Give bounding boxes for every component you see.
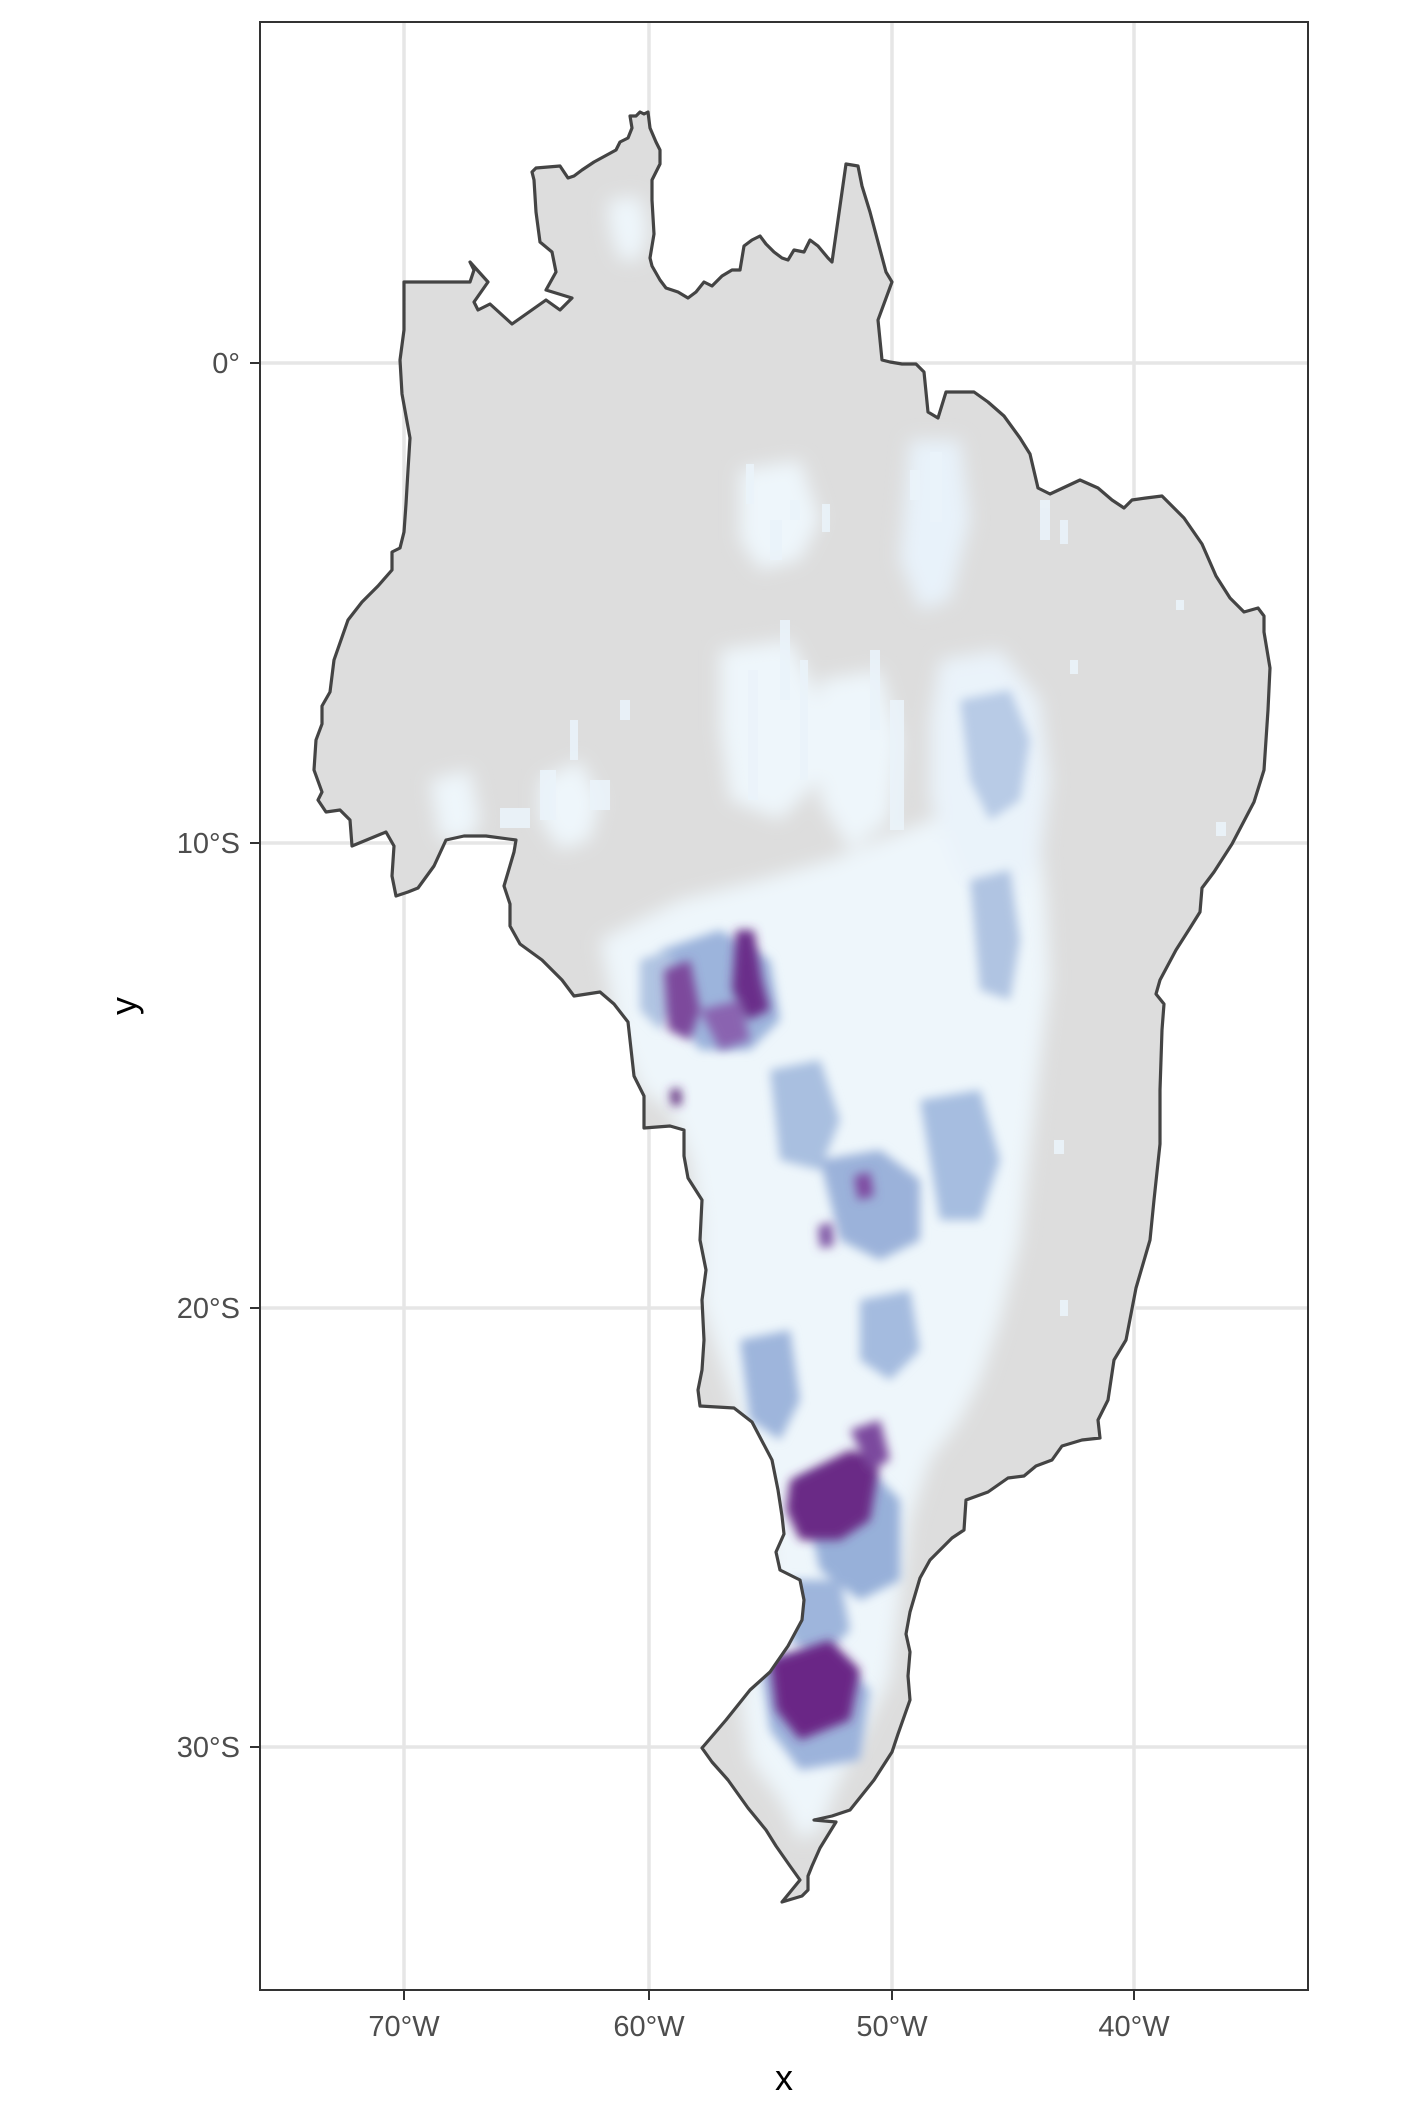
speckle — [1060, 1300, 1068, 1316]
speckle — [930, 452, 942, 522]
x-tick-label: 50°W — [856, 2011, 928, 2043]
y-tick-label: 20°S — [177, 1293, 240, 1325]
y-tick-label: 30°S — [177, 1732, 240, 1764]
raster-high-mato-grosso-3 — [700, 1000, 750, 1050]
speckle — [1054, 1140, 1064, 1154]
x-tick-label: 40°W — [1098, 2011, 1170, 2043]
speckle — [800, 660, 808, 780]
speckle — [620, 700, 630, 720]
speckle — [500, 808, 530, 828]
speckle — [1070, 660, 1078, 674]
speckle — [780, 620, 790, 700]
speckle — [746, 464, 754, 504]
speckle — [1040, 500, 1050, 540]
y-axis-ticks — [250, 362, 260, 1748]
raster-high-rio-grande — [770, 1640, 860, 1740]
speckle — [540, 770, 556, 820]
speckle — [770, 520, 782, 560]
y-axis-title: y — [103, 997, 144, 1015]
raster-high-mato-grosso-1 — [732, 930, 770, 1020]
speckle — [590, 780, 610, 810]
raster-mid-east — [960, 690, 1030, 820]
raster-mid-minas — [920, 1090, 1000, 1220]
speckle — [790, 500, 800, 520]
raster-mid-southwest — [740, 1330, 800, 1440]
speckle — [870, 650, 880, 730]
raster-mid-center-1 — [770, 1060, 840, 1170]
y-tick-label: 10°S — [177, 828, 240, 860]
brazil-boundary — [312, 110, 1272, 1904]
raster-mid-goias — [820, 1150, 920, 1260]
x-axis-labels: 70°W 60°W 50°W 40°W — [368, 2011, 1170, 2043]
raster-high-center-dot — [854, 1172, 874, 1200]
raster-high-west-dot — [670, 1088, 682, 1106]
raster-pale-far-north — [608, 196, 648, 260]
raster-high-parana-2 — [850, 1420, 890, 1470]
raster-pale-center — [720, 640, 820, 820]
raster-high-layer — [664, 930, 890, 1740]
raster-pale-north-band — [740, 460, 820, 570]
raster-high-mato-grosso-2 — [664, 960, 700, 1040]
raster-mid-east-2 — [970, 870, 1020, 1000]
panel-border — [259, 21, 1309, 1991]
y-axis-labels: 0° 10°S 20°S 30°S — [177, 348, 240, 1764]
speckle — [570, 720, 578, 760]
raster-speckle — [500, 452, 1226, 1316]
raster-pale-west-strip — [430, 770, 480, 840]
speckle — [910, 470, 920, 500]
raster-high-center-dot-2 — [818, 1222, 834, 1248]
speckle — [890, 700, 904, 830]
x-axis-ticks — [403, 1990, 1135, 2000]
speckle — [1176, 600, 1184, 610]
x-axis-title: x — [775, 2057, 793, 2098]
speckle — [1060, 520, 1068, 544]
x-tick-label: 70°W — [368, 2011, 440, 2043]
raster-mid-south-1 — [860, 1290, 920, 1380]
raster-high-parana — [786, 1450, 880, 1540]
speckle — [748, 670, 758, 800]
speckle — [822, 504, 830, 532]
x-tick-label: 60°W — [613, 2011, 685, 2043]
suitability-raster — [430, 196, 1226, 1840]
speckle — [1216, 822, 1226, 836]
y-tick-label: 0° — [212, 348, 240, 380]
